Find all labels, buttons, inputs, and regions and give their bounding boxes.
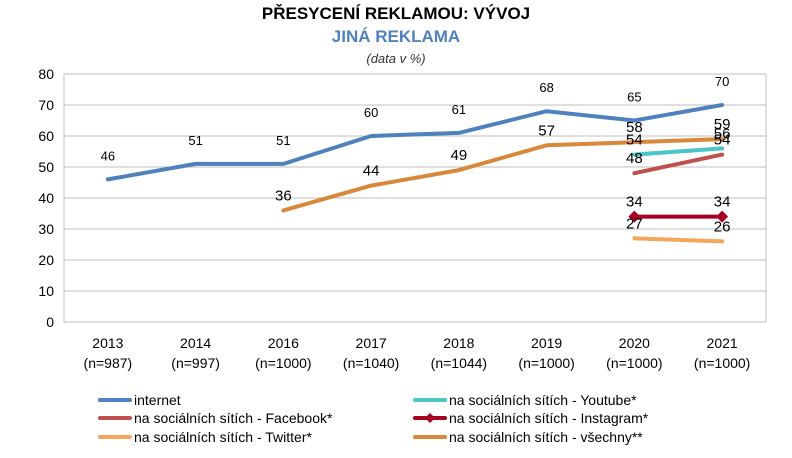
x-tick-label: 2013 — [92, 335, 123, 351]
y-tick-label: 10 — [38, 283, 54, 299]
data-label: 49 — [451, 147, 468, 164]
data-label: 56 — [714, 125, 731, 142]
legend-label: na sociálních sítích - Instagram* — [449, 410, 649, 426]
y-tick-label: 70 — [38, 97, 54, 113]
x-tick-sublabel: (n=1000) — [255, 355, 311, 371]
data-label: 51 — [276, 133, 290, 148]
y-tick-label: 20 — [38, 252, 54, 268]
data-point — [716, 210, 729, 223]
x-tick-label: 2018 — [443, 335, 474, 351]
legend-label: na sociálních sítích - Twitter* — [134, 429, 312, 445]
legend-label: na sociálních sítích - všechny** — [449, 429, 643, 445]
chart-note: (data v %) — [366, 51, 426, 66]
data-point — [628, 210, 641, 223]
x-tick-label: 2014 — [180, 335, 211, 351]
data-label: 65 — [627, 90, 641, 105]
data-label: 44 — [363, 163, 380, 180]
legend-marker — [425, 413, 435, 423]
data-label: 48 — [626, 150, 643, 167]
x-tick-label: 2017 — [356, 335, 387, 351]
x-tick-sublabel: (n=1040) — [343, 355, 399, 371]
data-label: 36 — [275, 187, 292, 204]
x-tick-sublabel: (n=1000) — [518, 355, 574, 371]
y-tick-label: 0 — [46, 314, 54, 330]
y-tick-label: 80 — [38, 66, 54, 82]
legend-label: na sociálních sítích - Facebook* — [134, 410, 333, 426]
data-label: 54 — [626, 132, 643, 149]
chart-title: PŘESYCENÍ REKLAMOU: VÝVOJ — [261, 4, 531, 23]
y-tick-label: 30 — [38, 221, 54, 237]
x-tick-sublabel: (n=987) — [84, 355, 133, 371]
data-label: 61 — [452, 102, 466, 117]
data-label: 34 — [626, 194, 643, 211]
data-label: 27 — [626, 215, 643, 232]
series-line — [632, 236, 725, 244]
legend-label: na sociálních sítích - Youtube* — [449, 392, 637, 408]
legend-label: internet — [134, 392, 181, 408]
data-label: 59 — [714, 116, 731, 133]
series-line — [632, 146, 725, 157]
x-tick-label: 2021 — [707, 335, 738, 351]
y-tick-label: 50 — [38, 159, 54, 175]
data-label: 51 — [188, 133, 202, 148]
data-label: 57 — [538, 122, 555, 139]
series-line — [105, 103, 725, 182]
series-line — [632, 152, 725, 176]
data-label: 60 — [364, 105, 378, 120]
x-tick-label: 2016 — [268, 335, 299, 351]
x-tick-label: 2020 — [619, 335, 650, 351]
series-line — [281, 137, 725, 213]
x-tick-label: 2019 — [531, 335, 562, 351]
data-label: 68 — [539, 80, 553, 95]
y-tick-label: 40 — [38, 190, 54, 206]
x-tick-sublabel: (n=1000) — [606, 355, 662, 371]
data-label: 26 — [714, 218, 731, 235]
x-tick-sublabel: (n=1000) — [694, 355, 750, 371]
data-label: 54 — [714, 132, 731, 149]
chart-subtitle: JINÁ REKLAMA — [331, 27, 461, 46]
data-label: 58 — [626, 119, 643, 136]
data-label: 34 — [714, 194, 731, 211]
data-label: 70 — [715, 74, 729, 89]
x-tick-sublabel: (n=997) — [171, 355, 220, 371]
data-label: 46 — [101, 148, 115, 163]
x-tick-sublabel: (n=1044) — [431, 355, 487, 371]
y-tick-label: 60 — [38, 128, 54, 144]
